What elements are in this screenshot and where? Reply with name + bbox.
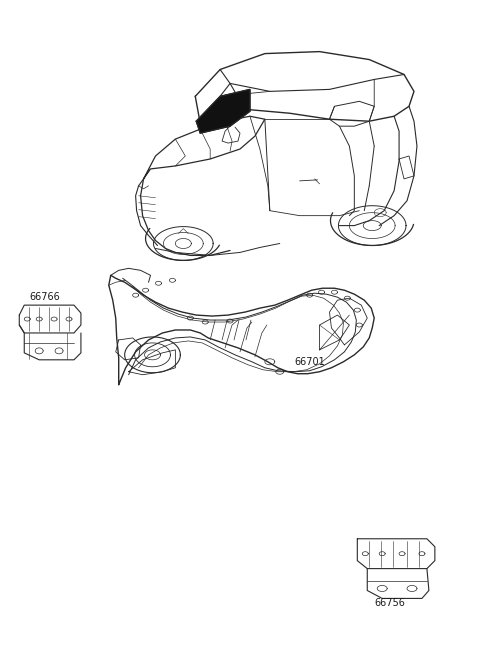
Text: 66701: 66701: [295, 357, 325, 367]
Polygon shape: [196, 89, 250, 133]
Text: 66766: 66766: [29, 292, 60, 302]
Text: 66756: 66756: [374, 599, 405, 608]
